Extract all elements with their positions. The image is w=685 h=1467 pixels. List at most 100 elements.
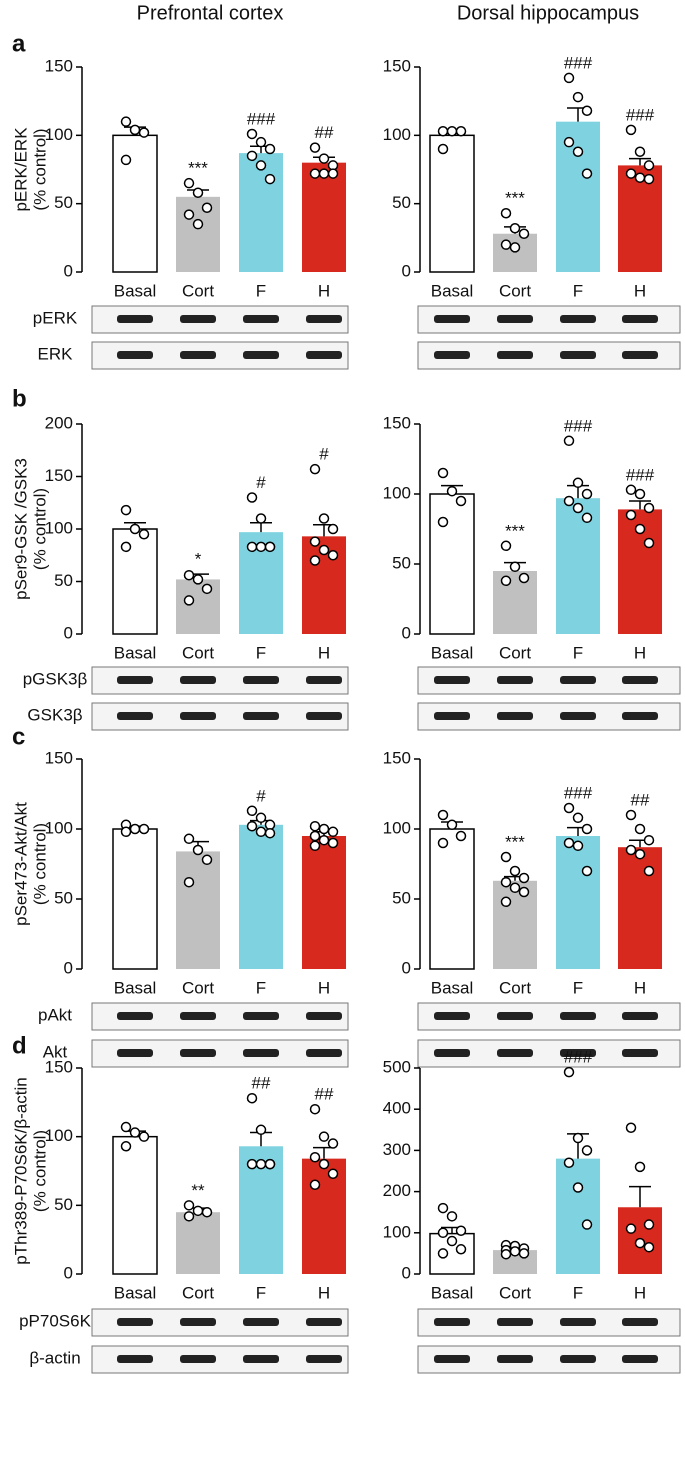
data-point (246, 805, 258, 817)
data-point (500, 239, 512, 250)
data-point (318, 513, 330, 524)
significance-label: ### (247, 109, 276, 128)
significance-label: *** (188, 159, 208, 178)
blot-band (497, 1012, 533, 1020)
data-point (183, 833, 195, 845)
data-point (437, 809, 449, 821)
data-point (309, 840, 321, 852)
data-point (572, 1132, 584, 1144)
data-point (625, 509, 637, 521)
data-point (634, 172, 646, 183)
blot-label: pP70S6K (19, 1311, 91, 1330)
data-point (255, 1124, 267, 1136)
panel-letter: d (12, 1032, 27, 1059)
data-point (264, 1158, 276, 1170)
y-tick-label: 0 (402, 1263, 411, 1282)
data-point (625, 844, 637, 856)
blot-band (243, 676, 279, 684)
data-point (518, 872, 530, 884)
bar (176, 851, 220, 969)
y-tick-label: 100 (45, 518, 73, 537)
x-tick-label: Basal (431, 978, 474, 997)
data-point (120, 504, 132, 516)
data-point (318, 1158, 330, 1170)
y-tick-label: 50 (54, 888, 73, 907)
x-tick-label: F (573, 978, 583, 997)
bar (493, 233, 537, 272)
data-point (518, 572, 530, 584)
data-point (455, 830, 467, 842)
x-tick-label: H (634, 643, 646, 662)
data-point (437, 516, 449, 528)
significance-label: # (256, 473, 266, 492)
panel-letter: b (12, 385, 27, 412)
blot-label: GSK3β (27, 705, 82, 724)
blot-band (560, 1012, 596, 1020)
data-point (572, 91, 584, 103)
y-tick-label: 0 (402, 623, 411, 642)
data-point (309, 168, 321, 179)
y-tick-label: 200 (45, 413, 73, 432)
data-point (183, 876, 195, 888)
data-point (563, 136, 575, 148)
significance-label: ## (252, 1074, 271, 1093)
data-point (500, 876, 512, 888)
blot-band (560, 315, 596, 323)
data-point (327, 826, 339, 838)
blot-band (180, 676, 216, 684)
data-point (437, 1227, 449, 1239)
blot-band (306, 1012, 342, 1020)
x-tick-label: Basal (431, 281, 474, 300)
blot-band (306, 676, 342, 684)
data-point (309, 830, 321, 842)
data-point (318, 168, 330, 179)
data-point (581, 488, 593, 500)
data-point (255, 826, 267, 838)
y-axis-label: (% control) (30, 1130, 49, 1212)
data-point (264, 827, 276, 839)
data-point (309, 142, 321, 153)
data-point (509, 1246, 521, 1257)
data-point (643, 537, 655, 549)
data-point (437, 467, 449, 479)
significance-label: ## (315, 123, 334, 142)
panel-letter: a (12, 30, 26, 57)
significance-label: *** (505, 832, 525, 851)
data-point (572, 502, 584, 514)
bar (618, 847, 662, 969)
x-tick-label: Basal (114, 978, 157, 997)
data-point (192, 218, 204, 230)
x-tick-label: Cort (499, 281, 531, 300)
blot-band (497, 315, 533, 323)
data-point (563, 802, 575, 814)
blot-band (180, 1049, 216, 1057)
data-point (581, 168, 593, 179)
bar (429, 134, 475, 273)
x-tick-label: F (256, 1283, 266, 1302)
y-tick-label: 100 (45, 125, 73, 144)
data-point (318, 823, 330, 835)
y-tick-label: 500 (383, 1057, 411, 1076)
bar (556, 121, 600, 273)
blot-band (180, 1012, 216, 1020)
data-point (563, 72, 575, 84)
data-point (509, 223, 521, 234)
data-point (455, 1225, 467, 1236)
blot-band (622, 1049, 658, 1057)
significance-label: # (319, 445, 329, 464)
data-point (563, 1157, 575, 1169)
blot-band (117, 1355, 153, 1363)
data-point (255, 160, 267, 171)
data-point (201, 1206, 213, 1218)
blot-band (180, 351, 216, 359)
blot-band (117, 676, 153, 684)
y-tick-label: 150 (383, 748, 411, 767)
data-point (201, 854, 213, 866)
blot-label: ERK (38, 344, 74, 363)
blot-band (622, 676, 658, 684)
data-point (518, 1248, 530, 1259)
y-axis-label: (% control) (30, 128, 49, 210)
x-tick-label: H (318, 1283, 330, 1302)
significance-label: # (256, 786, 266, 805)
data-point (500, 207, 512, 219)
